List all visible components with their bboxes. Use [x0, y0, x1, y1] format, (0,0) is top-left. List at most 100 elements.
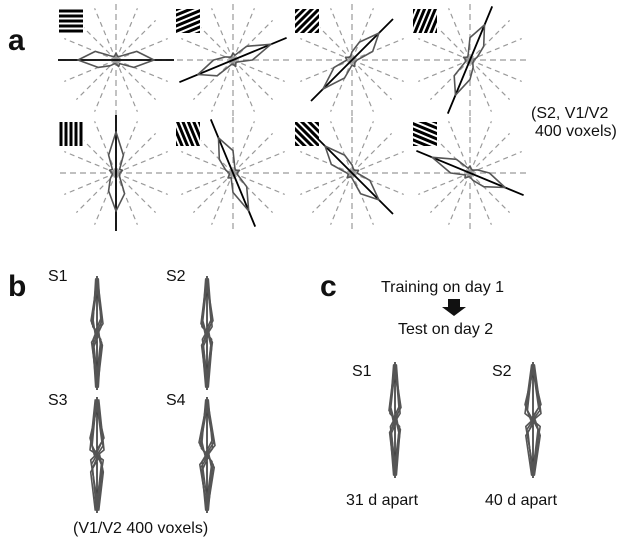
polar-plot-grid [58, 4, 526, 231]
polar-grid-ray [115, 121, 138, 174]
polar-plot [412, 117, 526, 229]
polar-grid-ray [115, 19, 157, 61]
polar-grid-ray [232, 19, 274, 61]
polar-grid-ray [94, 172, 117, 225]
panel-b-subject-label: S4 [166, 392, 186, 409]
polar-grid-ray [211, 172, 234, 225]
polar-grid-ray [211, 59, 234, 112]
panel-c-training-text: Training on day 1 [381, 279, 504, 296]
panel-c-caption: 40 d apart [485, 492, 558, 509]
polar-grid-ray [232, 172, 285, 195]
polar-grid-ray [64, 38, 117, 61]
decoding-polygon [200, 399, 214, 511]
grating-stimulus-icon [176, 9, 200, 33]
vertical-decoding-plot [200, 276, 214, 390]
polar-grid-ray [94, 8, 117, 61]
panel-b-letter: b [8, 270, 26, 303]
decoding-polygon [197, 43, 272, 77]
polar-grid-ray [351, 59, 393, 101]
panel-a-letter: a [8, 24, 25, 57]
polar-grid-ray [192, 172, 234, 214]
polar-grid-ray [330, 59, 353, 112]
panel-b-subject-label: S1 [48, 268, 68, 285]
panel-c-test-text: Test on day 2 [398, 321, 493, 338]
polar-grid-ray [429, 59, 471, 101]
polar-grid-ray [232, 172, 274, 214]
polar-grid-ray [418, 38, 471, 61]
polar-grid-ray [232, 59, 255, 112]
decoding-polygon [524, 364, 542, 476]
vertical-decoding-plot [198, 397, 216, 513]
polar-grid-ray [64, 172, 117, 195]
decoding-polygon [201, 278, 213, 388]
polar-grid-ray [300, 172, 353, 195]
decoding-polygon [389, 364, 401, 476]
panel-a-note-line-2: 400 voxels) [535, 123, 617, 140]
polar-grid-ray [351, 172, 374, 225]
polar-grid-ray [469, 132, 511, 174]
decoding-polygon [322, 32, 380, 90]
polar-grid-ray [211, 8, 234, 61]
decoding-polygon [107, 131, 126, 212]
polar-grid-ray [418, 172, 471, 195]
polar-grid-ray [115, 59, 138, 112]
polar-grid-ray [469, 172, 511, 214]
polar-grid-ray [429, 172, 471, 214]
polar-grid-ray [311, 172, 353, 214]
grating-stimulus-icon [295, 9, 319, 33]
panel-b-plots [89, 276, 216, 513]
polar-grid-ray [469, 38, 522, 61]
grating-stimulus-icon [59, 9, 83, 33]
decoding-polygon [453, 24, 486, 96]
polar-grid-ray [94, 121, 117, 174]
decoding-polygon [217, 137, 250, 212]
vertical-decoding-plot [89, 397, 105, 513]
polar-grid-ray [351, 132, 393, 174]
decoding-polygon [92, 278, 102, 388]
polar-grid-ray [64, 151, 117, 174]
polar-grid-ray [469, 121, 492, 174]
polar-grid-ray [351, 59, 374, 112]
polar-plot [58, 115, 172, 231]
polar-grid-ray [330, 121, 353, 174]
polar-grid-ray [115, 151, 168, 174]
panel-c-letter: c [320, 270, 337, 303]
panel-a-note-line-1: (S2, V1/V2 [531, 105, 608, 122]
polar-grid-ray [351, 59, 404, 82]
polar-grid-ray [181, 172, 234, 195]
polar-grid-ray [232, 59, 274, 101]
polar-grid-ray [192, 59, 234, 101]
polar-grid-ray [300, 151, 353, 174]
polar-grid-ray [115, 172, 168, 195]
polar-grid-ray [469, 59, 522, 82]
polar-grid-ray [351, 38, 404, 61]
decoding-polygon [89, 399, 105, 511]
polar-grid-ray [351, 151, 404, 174]
polar-grid-ray [330, 8, 353, 61]
polar-grid-ray [115, 172, 157, 214]
polar-plot [294, 4, 408, 116]
polar-grid-ray [94, 59, 117, 112]
vertical-decoding-plot [388, 362, 402, 478]
panel-b-subject-label: S3 [48, 392, 68, 409]
polar-grid-ray [300, 38, 353, 61]
polar-grid-ray [181, 151, 234, 174]
polar-grid-ray [232, 8, 255, 61]
vertical-decoding-plot [90, 276, 104, 390]
polar-plot [175, 4, 289, 116]
polar-grid-ray [351, 172, 404, 195]
grating-stimulus-icon [59, 122, 83, 146]
panel-c: c Training on day 1 Test on day 2 S1 S2 … [320, 270, 558, 509]
polar-grid-ray [469, 172, 492, 225]
decoding-polygon [324, 145, 380, 201]
polar-grid-ray [232, 132, 274, 174]
polar-grid-ray [300, 59, 353, 82]
polar-grid-ray [115, 172, 138, 225]
polar-plot [175, 117, 289, 229]
panel-c-subject-label: S1 [352, 363, 372, 380]
decoding-polygon [431, 156, 506, 189]
polar-grid-ray [115, 59, 157, 101]
polar-grid-ray [64, 59, 117, 82]
polar-plot [294, 117, 408, 229]
polar-grid-ray [469, 59, 511, 101]
